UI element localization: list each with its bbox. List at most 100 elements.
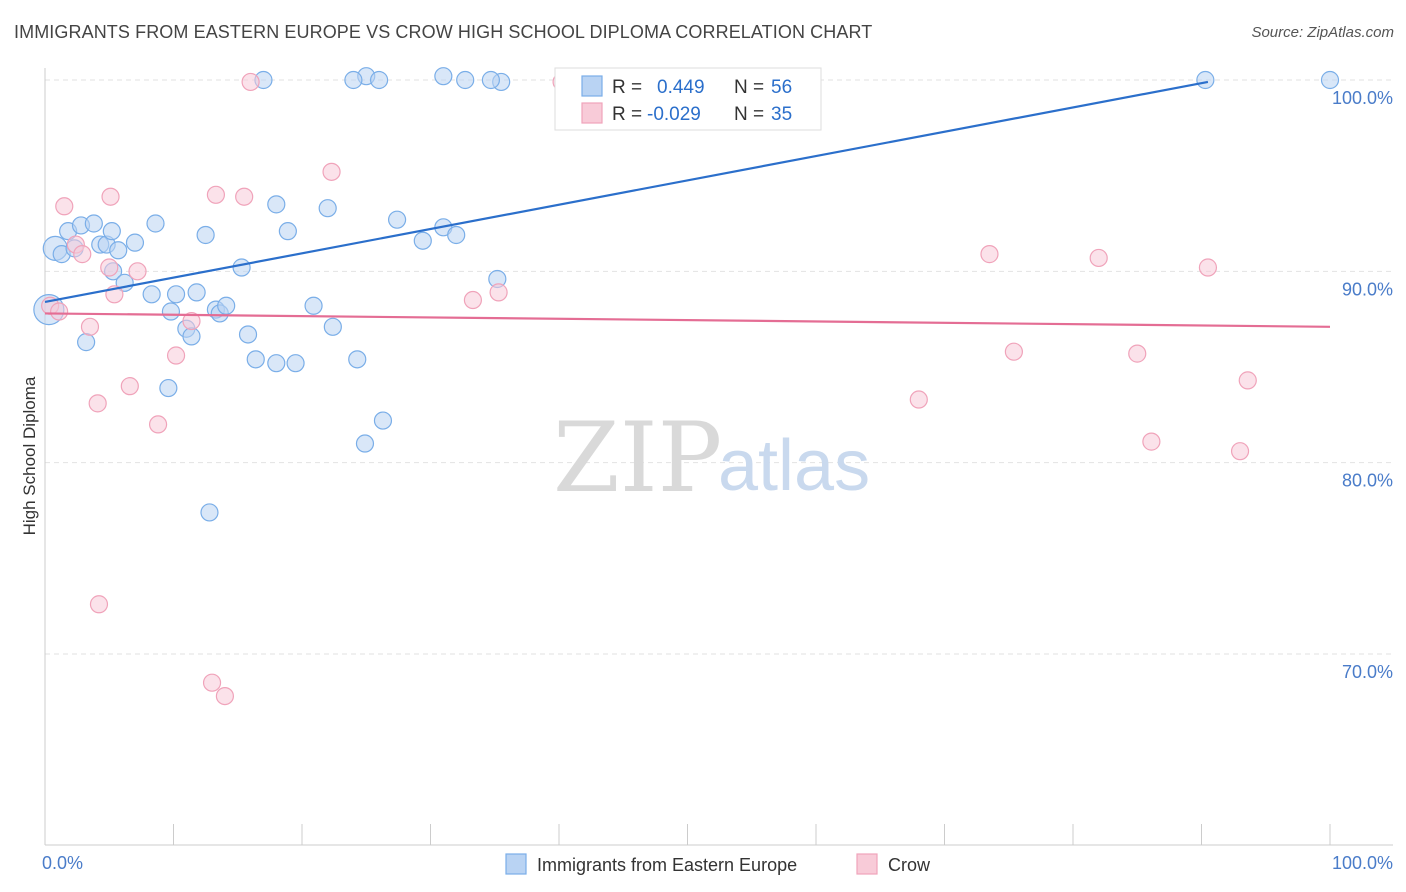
crow-point-1	[55, 197, 74, 216]
immigrants-point-31	[286, 354, 305, 373]
crow-point-32	[1230, 442, 1250, 461]
crow-point-16	[206, 185, 226, 204]
crow-point-3	[73, 245, 92, 264]
immigrants-point-21	[187, 283, 206, 302]
legend-r-label-2: R =	[612, 104, 642, 125]
crow-point-18	[241, 72, 260, 92]
immigrants-point-25	[217, 296, 236, 315]
immigrants-point-29	[267, 354, 286, 373]
immigrants-point-7	[84, 214, 103, 233]
bottom-legend-label-immigrants: Immigrants from Eastern Europe	[537, 855, 797, 875]
crow-point-25	[980, 245, 999, 264]
crow-point-9	[120, 377, 139, 396]
immigrants-point-15	[142, 285, 161, 304]
crow-point-13	[182, 311, 201, 331]
y-tick-label-3: 70.0%	[1342, 662, 1393, 682]
y-tick-labels: 100.0% 90.0% 80.0% 70.0%	[1332, 88, 1393, 682]
legend-n-value-2: 35	[771, 104, 792, 125]
immigrants-point-17	[161, 302, 181, 321]
immigrants-point-6	[77, 333, 96, 352]
crow-trend-line	[44, 312, 1331, 328]
legend-n-label-1: N =	[734, 77, 764, 98]
immigrants-point-51	[370, 70, 389, 90]
crow-point-4	[80, 317, 100, 336]
trend-lines	[44, 80, 1331, 328]
immigrants-point-37	[387, 210, 407, 229]
immigrants-point-11	[109, 241, 128, 260]
crow-point-7	[100, 258, 119, 277]
immigrants-point-26	[232, 258, 251, 277]
legend-r-label-1: R =	[612, 77, 642, 98]
series-immigrants-points	[33, 67, 1340, 522]
immigrants-point-36	[373, 411, 393, 430]
crow-point-26	[1004, 342, 1023, 361]
series-legend: Immigrants from Eastern Europe Crow	[505, 853, 931, 875]
immigrants-point-52	[456, 70, 475, 90]
immigrants-point-55	[1320, 70, 1340, 90]
immigrants-point-16	[146, 214, 165, 233]
crow-point-15	[215, 686, 234, 706]
bottom-legend-swatch-crow	[856, 853, 878, 875]
legend-r-value-2: -0.029	[647, 104, 701, 125]
crow-point-31	[1238, 371, 1257, 390]
crow-point-11	[148, 415, 168, 434]
immigrants-point-40	[447, 225, 466, 245]
x-tick-label-left: 0.0%	[42, 853, 83, 873]
immigrants-trend-line	[44, 80, 1209, 304]
y-tick-label-2: 80.0%	[1342, 471, 1393, 491]
series-crow-points	[41, 72, 1257, 706]
crow-point-5	[88, 394, 107, 413]
watermark-zip: ZIP	[553, 402, 722, 514]
legend-swatch-immigrants	[581, 75, 603, 97]
immigrants-point-28	[246, 350, 265, 369]
immigrants-point-50	[344, 70, 363, 90]
legend-n-label-2: N =	[734, 104, 764, 125]
correlation-legend: R = 0.449 N = 56 R = -0.029 N = 35	[554, 67, 822, 131]
immigrants-point-54	[1196, 70, 1215, 90]
chart-title: IMMIGRANTS FROM EASTERN EUROPE VS CROW H…	[14, 22, 873, 42]
crow-point-17	[235, 187, 254, 206]
bottom-legend-swatch-immigrants	[505, 853, 527, 875]
crow-point-29	[1142, 432, 1161, 451]
crow-point-28	[1128, 344, 1147, 363]
x-tick-label-right: 100.0%	[1332, 853, 1393, 873]
immigrants-point-18	[166, 285, 186, 304]
legend-r-value-1: 0.449	[657, 77, 705, 98]
immigrants-point-47	[434, 67, 453, 86]
immigrants-point-22	[196, 225, 215, 245]
legend-swatch-crow	[581, 102, 603, 124]
immigrants-point-38	[413, 231, 432, 250]
gridlines	[45, 79, 1393, 655]
watermark: ZIP atlas	[553, 402, 870, 514]
crow-point-21	[489, 283, 508, 302]
y-tick-label-1: 90.0%	[1342, 279, 1393, 299]
immigrants-point-44	[267, 195, 286, 214]
immigrants-point-35	[355, 434, 375, 453]
immigrants-point-27	[238, 325, 258, 344]
crow-point-14	[202, 673, 222, 692]
crow-point-33	[89, 595, 109, 614]
crow-point-6	[101, 187, 120, 206]
immigrants-point-30	[278, 222, 297, 241]
bottom-legend-label-crow: Crow	[888, 855, 931, 875]
axes	[44, 68, 1393, 846]
crow-point-24	[909, 390, 928, 409]
immigrants-point-43	[200, 503, 219, 522]
chart-source: Source: ZipAtlas.com	[1251, 24, 1394, 41]
immigrants-point-42	[159, 378, 178, 398]
immigrants-point-45	[318, 199, 337, 218]
crow-point-10	[128, 262, 147, 281]
watermark-atlas: atlas	[718, 426, 870, 506]
crow-point-30	[1198, 258, 1218, 277]
crow-point-27	[1089, 248, 1108, 268]
crow-point-34	[50, 302, 69, 321]
legend-n-value-1: 56	[771, 77, 792, 98]
immigrants-point-32	[304, 296, 323, 315]
immigrants-point-34	[348, 350, 367, 369]
immigrants-point-53	[481, 70, 500, 90]
crow-point-19	[322, 162, 341, 181]
immigrants-point-33	[323, 317, 342, 336]
crow-point-20	[463, 290, 483, 310]
y-tick-label-0: 100.0%	[1332, 88, 1393, 108]
